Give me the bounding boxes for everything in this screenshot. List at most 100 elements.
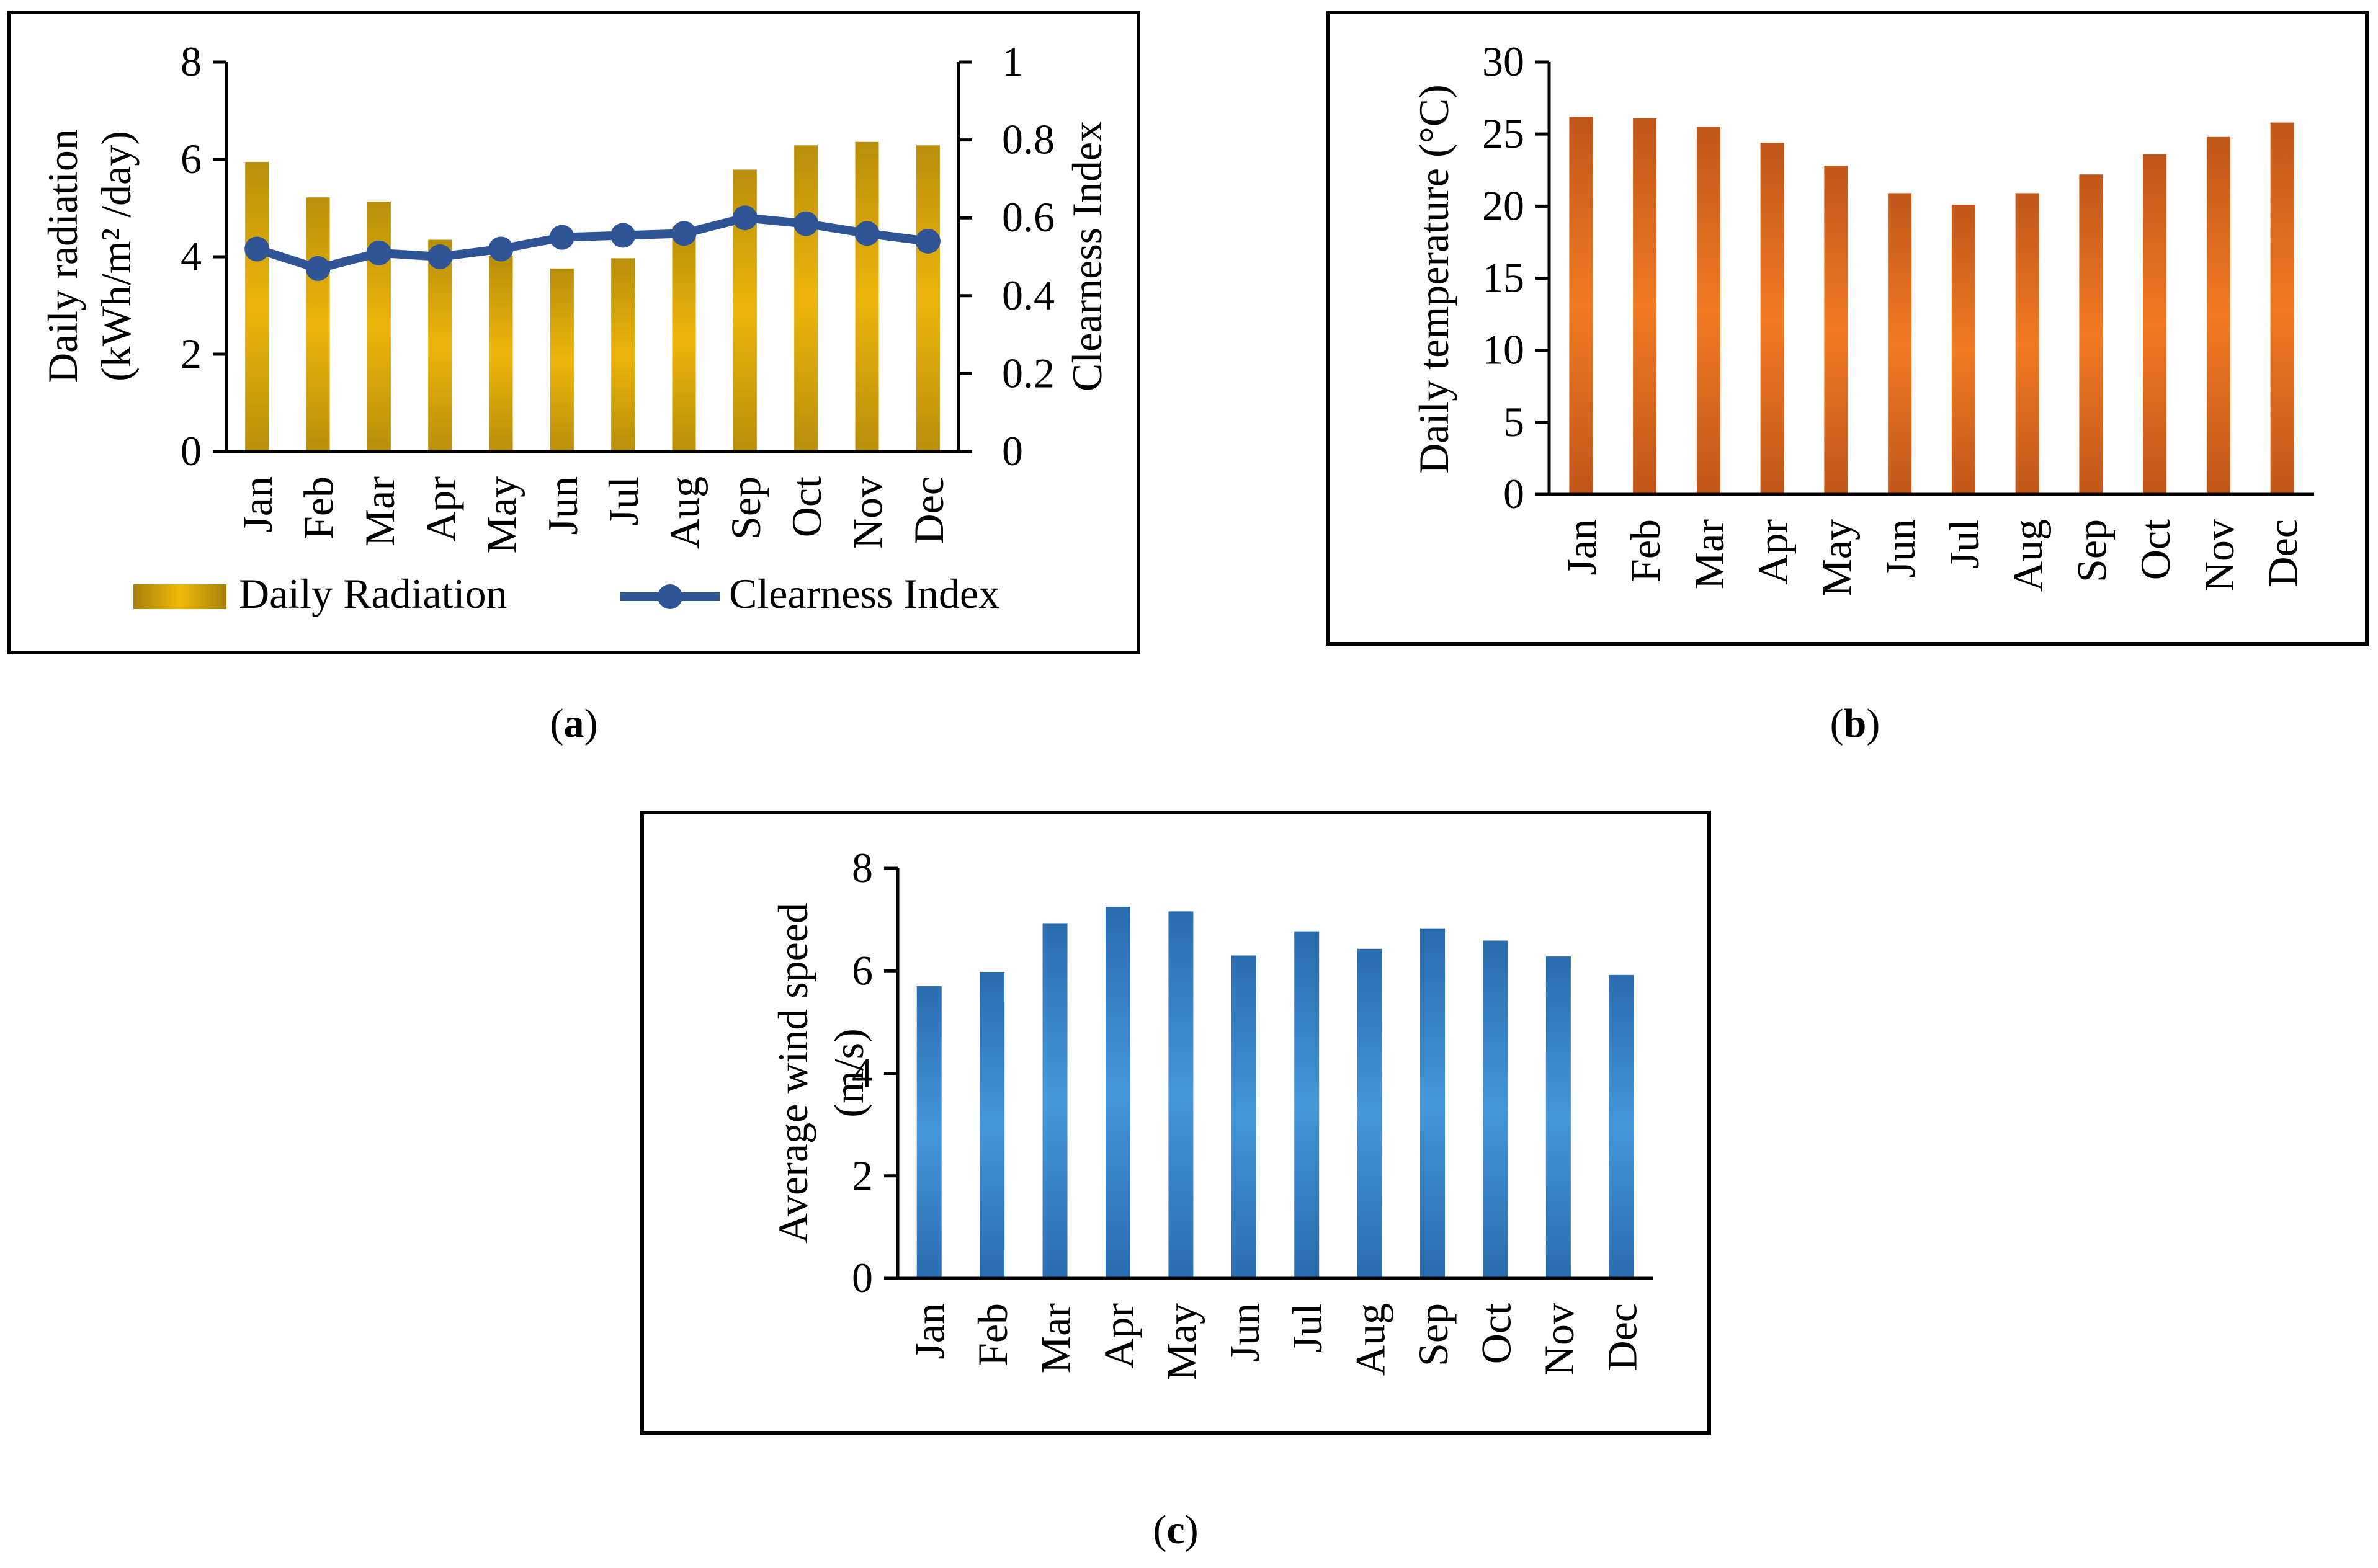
bar-dec	[916, 145, 940, 452]
legend-swatch-daily-radiation	[133, 584, 226, 609]
y-tick-label: 2	[181, 330, 202, 377]
x-tick-label: Dec	[905, 476, 952, 544]
x-tick-label: Jun	[1877, 519, 1924, 577]
x-tick-label: Jul	[1941, 519, 1988, 568]
x-tick-label: Sep	[1410, 1303, 1457, 1366]
x-tick-label: Jul	[1284, 1303, 1331, 1352]
bar-nov	[2206, 136, 2230, 494]
x-tick-label: Dec	[1598, 1303, 1645, 1371]
bar-feb	[980, 971, 1005, 1278]
y-tick-label: 0	[852, 1254, 873, 1301]
bar-dec	[2270, 122, 2294, 494]
chart-b: 0 5 10 15 20 25 30 Jan Feb Mar Apr May Jun Jul Aug Sep O…	[1410, 38, 2314, 597]
x-tick-label: Apr	[1750, 519, 1797, 585]
bar-nov	[855, 141, 879, 452]
point-jan	[244, 236, 270, 262]
bar-mar	[1696, 127, 1720, 495]
bar-oct	[794, 145, 818, 452]
y-tick-label: 10	[1482, 326, 1524, 373]
x-tick-label: Jan	[1558, 519, 1605, 576]
y-tick-label: 4	[181, 233, 202, 280]
x-tick-label: Oct	[783, 476, 830, 537]
bar-may	[1824, 166, 1848, 494]
y-tick-label: 15	[1482, 254, 1524, 301]
x-tick-label: Apr	[417, 476, 464, 542]
panel-b: 0 5 10 15 20 25 30 Jan Feb Mar Apr May Jun Jul Aug Sep O…	[1326, 11, 2369, 746]
x-tick-label: Feb	[969, 1303, 1016, 1366]
x-tick-label: May	[1813, 519, 1860, 597]
y2-tick-label: 0.6	[1002, 194, 1055, 241]
x-tick-label: Aug	[661, 476, 708, 549]
clearness-index-line	[256, 213, 929, 273]
x-tick-label: Apr	[1095, 1303, 1142, 1369]
x-tick-label: Sep	[2068, 519, 2115, 582]
bar-jul	[611, 258, 635, 452]
point-feb	[305, 256, 331, 281]
x-tick-label: Nov	[844, 476, 892, 549]
point-jul	[610, 223, 636, 248]
chart-a: 0 2 4 6 8 Jan Feb Mar Apr May Jun Jul Aug Sep Oct Nov De…	[39, 38, 1111, 617]
x-tick-label: Oct	[1472, 1303, 1519, 1364]
x-tick-label: Jul	[600, 476, 647, 525]
bar-mar	[1042, 923, 1068, 1278]
x-tick-label: Oct	[2132, 519, 2179, 580]
y-tick-label: 8	[852, 844, 873, 891]
y-tick-label: 0	[1503, 470, 1524, 517]
y-tick-label: 0	[181, 427, 202, 474]
point-jun	[549, 225, 574, 250]
bar-jan	[916, 986, 942, 1278]
x-tick-label: Mar	[1032, 1303, 1079, 1374]
x-tick-label: Sep	[722, 476, 769, 540]
bar-jun	[1231, 955, 1256, 1278]
y-tick-label: 5	[1503, 398, 1524, 445]
point-may	[488, 236, 514, 262]
bar-oct	[2143, 154, 2167, 494]
x-tick-label: Jun	[1221, 1303, 1268, 1361]
x-tick-label: Jan	[234, 476, 281, 533]
bar-jan	[245, 161, 269, 452]
bar-jun	[550, 268, 574, 452]
point-sep	[732, 205, 758, 231]
chart-c: 0 2 4 6 8 Jan Feb Mar Apr May Jun Jul Aug Sep Oct Nov De…	[769, 844, 1653, 1381]
panel-c-frame	[640, 811, 1711, 1435]
legend-label-clearness-index: Clearness Index	[729, 570, 999, 617]
x-tick-label: Aug	[2005, 519, 2052, 592]
panel-b-frame	[1326, 11, 2369, 646]
bar-aug	[1357, 948, 1382, 1278]
y-tick-label: 4	[852, 1049, 873, 1097]
legend-label-daily-radiation: Daily Radiation	[239, 570, 507, 617]
y-axis-label: Daily radiation (kWh/m² /day)	[39, 129, 140, 383]
y-tick-label: 30	[1482, 38, 1524, 85]
bar-jan	[1569, 117, 1593, 494]
bar-jul	[1951, 205, 1975, 494]
y2-tick-label: 0.8	[1002, 116, 1055, 163]
bar-nov	[1545, 956, 1571, 1278]
bar-may	[489, 256, 513, 452]
caption-b: (b)	[1830, 701, 1880, 746]
point-nov	[854, 221, 880, 246]
bar-apr	[428, 239, 452, 452]
bar-jul	[1294, 931, 1320, 1278]
point-dec	[915, 228, 941, 254]
y-tick-label: 25	[1482, 110, 1524, 157]
y2-tick-label: 0	[1002, 427, 1023, 474]
legend-marker-clearness-index	[658, 584, 682, 609]
point-mar	[366, 240, 391, 265]
y-axis-label: Daily temperature (°C)	[1410, 84, 1457, 474]
point-oct	[793, 211, 819, 236]
x-tick-label: Aug	[1347, 1303, 1394, 1376]
bar-aug	[672, 226, 696, 452]
x-tick-label: Mar	[356, 476, 403, 547]
y2-tick-label: 1	[1002, 38, 1023, 85]
y-tick-label: 20	[1482, 182, 1524, 229]
y-tick-label: 6	[181, 135, 202, 182]
x-tick-label: Nov	[1535, 1303, 1583, 1376]
y2-axis-label: Clearness Index	[1063, 121, 1111, 391]
bar-aug	[2015, 193, 2039, 494]
caption-c: (c)	[1153, 1507, 1198, 1552]
x-tick-label: May	[478, 476, 525, 554]
y-axis-label: Average wind speed (m/s)	[769, 902, 872, 1244]
y-tick-label: 8	[181, 38, 202, 85]
y2-tick-label: 0.4	[1002, 272, 1055, 319]
